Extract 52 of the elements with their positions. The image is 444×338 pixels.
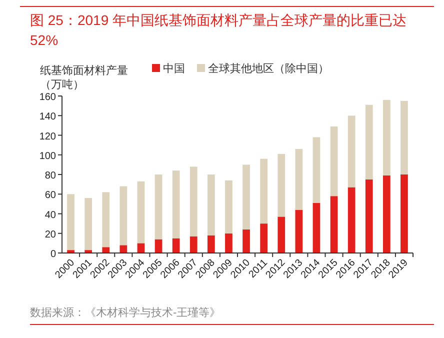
y-tick-label: 0 bbox=[50, 249, 56, 260]
bar bbox=[365, 179, 373, 253]
bar bbox=[120, 186, 128, 246]
bar bbox=[190, 236, 198, 253]
bar bbox=[207, 174, 215, 236]
bar bbox=[382, 100, 390, 176]
y-tick-label: 80 bbox=[44, 170, 56, 182]
source-note: 数据来源：《木材科学与技术-王瑾等》 bbox=[30, 306, 222, 320]
bar bbox=[260, 158, 268, 224]
bar bbox=[154, 239, 162, 253]
bar bbox=[190, 166, 198, 236]
bar bbox=[225, 180, 232, 234]
bar bbox=[330, 196, 338, 253]
legend-label: 全球其他地区（除中国） bbox=[208, 62, 329, 75]
y-axis-title: 纸基饰面材料产量（万吨） bbox=[40, 64, 129, 92]
bar bbox=[242, 229, 250, 253]
y-tick-label: 140 bbox=[39, 112, 56, 123]
bar bbox=[382, 175, 390, 253]
y-tick-label: 120 bbox=[39, 131, 56, 142]
y-tick-label: 100 bbox=[39, 150, 56, 162]
bar bbox=[260, 224, 268, 253]
bar bbox=[278, 154, 286, 217]
bar bbox=[102, 247, 110, 253]
bar bbox=[67, 194, 74, 250]
bar bbox=[172, 170, 180, 238]
bar bbox=[137, 243, 145, 253]
bar bbox=[365, 104, 373, 180]
bar bbox=[312, 202, 320, 253]
bar bbox=[295, 148, 303, 210]
bar bbox=[295, 210, 303, 253]
bar bbox=[154, 174, 162, 240]
bar bbox=[312, 137, 320, 203]
y-tick-label: 60 bbox=[44, 190, 56, 202]
bar bbox=[84, 198, 92, 250]
bar bbox=[348, 187, 356, 253]
bar bbox=[400, 174, 408, 253]
bar bbox=[225, 233, 232, 253]
y-tick-label: 160 bbox=[39, 92, 56, 103]
y-tick-label: 20 bbox=[44, 229, 56, 240]
bar bbox=[207, 235, 215, 253]
bar bbox=[278, 216, 286, 253]
bar bbox=[137, 181, 145, 244]
bar bbox=[400, 100, 408, 174]
bar bbox=[348, 116, 356, 188]
chart-title: 图 25：2019 年中国纸基饰面材料产量占全球产量的比重已达 52% bbox=[30, 11, 408, 50]
y-tick-label: 40 bbox=[44, 210, 56, 221]
bar bbox=[242, 164, 250, 230]
bar bbox=[102, 192, 110, 248]
legend-label: 中国 bbox=[163, 62, 185, 75]
bar bbox=[172, 238, 180, 253]
bar bbox=[120, 245, 128, 253]
bar bbox=[330, 126, 338, 196]
